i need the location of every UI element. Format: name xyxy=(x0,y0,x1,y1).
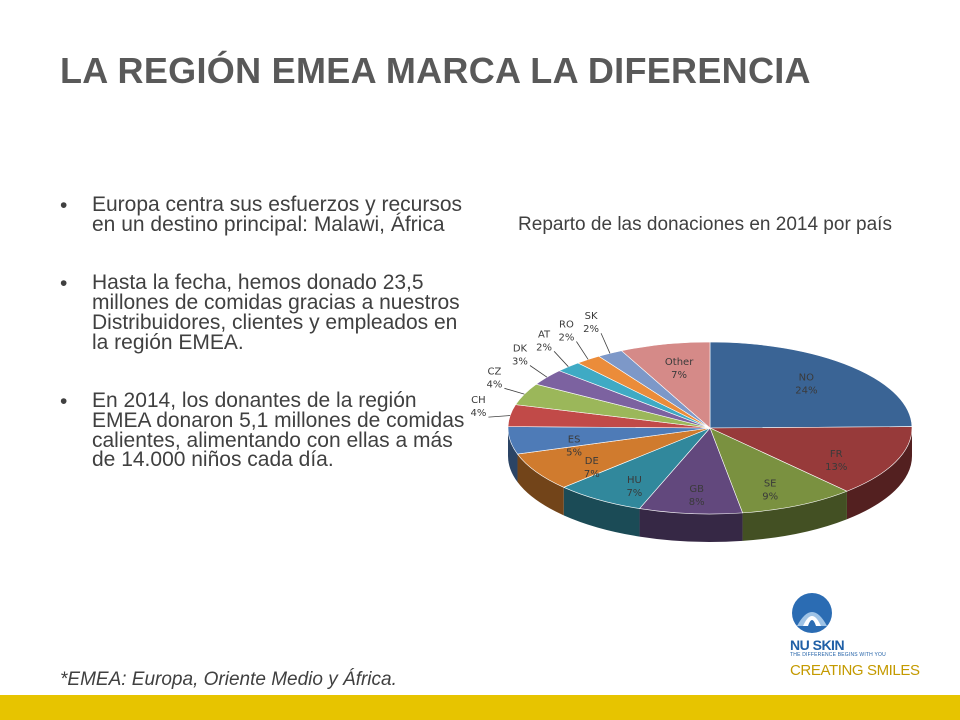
pie-side-hu xyxy=(563,487,640,537)
leader-line-sk xyxy=(600,333,611,354)
slice-label-hu: HU xyxy=(627,475,642,486)
leader-line-cz xyxy=(504,387,525,395)
pie-tops xyxy=(507,341,913,515)
bullet-item: • En 2014, los donantes de la región EME… xyxy=(58,388,468,472)
slice-label-fr: FR xyxy=(830,449,843,460)
slice-value-fr: 13% xyxy=(825,462,847,473)
pie-leaders xyxy=(488,333,611,418)
slice-label-ch: CH xyxy=(471,395,486,406)
pie-slice-other xyxy=(620,341,711,429)
slice-value-other: 7% xyxy=(671,370,687,381)
pie-side-gb xyxy=(639,508,743,542)
brand-tagline: THE DIFFERENCE BEGINS WITH YOU xyxy=(790,652,886,658)
slice-value-cz: 4% xyxy=(486,379,502,390)
bullet-dot: • xyxy=(60,271,68,295)
leader-line-ch xyxy=(488,415,511,418)
leader-line-ro xyxy=(576,341,589,360)
slice-value-de: 7% xyxy=(584,469,600,480)
slice-label-other: Other xyxy=(665,357,694,368)
pie-chart: NO24%FR13%SE9%GB8%HU7%DE7%ES5%CH4%CZ4%DK… xyxy=(470,311,913,542)
bottom-band xyxy=(0,695,960,720)
pie-slice-gb xyxy=(638,427,743,515)
slice-value-sk: 2% xyxy=(583,324,599,335)
slice-value-es: 5% xyxy=(566,447,582,458)
slice-label-de: DE xyxy=(585,456,599,467)
slice-value-at: 2% xyxy=(536,342,552,353)
bullet-item: • Europa centra sus esfuerzos y recursos… xyxy=(58,193,468,236)
slice-label-es: ES xyxy=(568,434,581,445)
bullet-list: • Europa centra sus esfuerzos y recursos… xyxy=(58,193,468,508)
slice-label-no: NO xyxy=(799,372,814,383)
slice-value-ro: 2% xyxy=(558,332,574,343)
pie-slice-no xyxy=(709,341,913,429)
slice-value-se: 9% xyxy=(762,492,778,503)
slice-label-ro: RO xyxy=(559,319,574,330)
slice-value-ch: 4% xyxy=(470,408,486,419)
bullet-text: En 2014, los donantes de la región EMEA … xyxy=(92,388,465,472)
slice-value-gb: 8% xyxy=(689,497,705,508)
bullet-dot: • xyxy=(60,389,68,413)
pie-labels: NO24%FR13%SE9%GB8%HU7%DE7%ES5%CH4%CZ4%DK… xyxy=(470,311,847,508)
slide-title: LA REGIÓN EMEA MARCA LA DIFERENCIA xyxy=(60,50,811,91)
leader-line-dk xyxy=(529,365,548,378)
slice-label-dk: DK xyxy=(513,344,528,355)
pie-side-se xyxy=(742,491,847,541)
slice-label-sk: SK xyxy=(585,311,598,322)
slice-value-hu: 7% xyxy=(626,488,642,499)
slice-value-dk: 3% xyxy=(512,357,528,368)
bullet-text: Hasta la fecha, hemos donado 23,5 millon… xyxy=(92,270,460,354)
leader-line-at xyxy=(553,351,569,367)
bullet-item: • Hasta la fecha, hemos donado 23,5 mill… xyxy=(58,270,468,354)
pie-side-fr xyxy=(846,428,912,520)
bullet-dot: • xyxy=(60,194,68,217)
pie-side-de xyxy=(517,454,564,516)
nu-skin-logo-icon xyxy=(792,593,832,633)
chart-title: Reparto de las donaciones en 2014 por pa… xyxy=(518,214,892,235)
bullet-text: Europa centra sus esfuerzos y recursos e… xyxy=(92,193,463,236)
slice-label-cz: CZ xyxy=(488,366,502,377)
pie-sides xyxy=(508,428,912,542)
brand-slogan: CREATING SMILES xyxy=(790,662,920,679)
slice-label-at: AT xyxy=(538,329,551,340)
pie-slice-fr xyxy=(709,426,913,492)
slice-value-no: 24% xyxy=(795,385,817,396)
slice-label-se: SE xyxy=(764,479,777,490)
slice-label-gb: GB xyxy=(689,484,704,495)
footnote: *EMEA: Europa, Oriente Medio y África. xyxy=(60,669,397,690)
pie-slice-se xyxy=(709,427,848,514)
brand-name: NU SKIN xyxy=(790,637,845,653)
